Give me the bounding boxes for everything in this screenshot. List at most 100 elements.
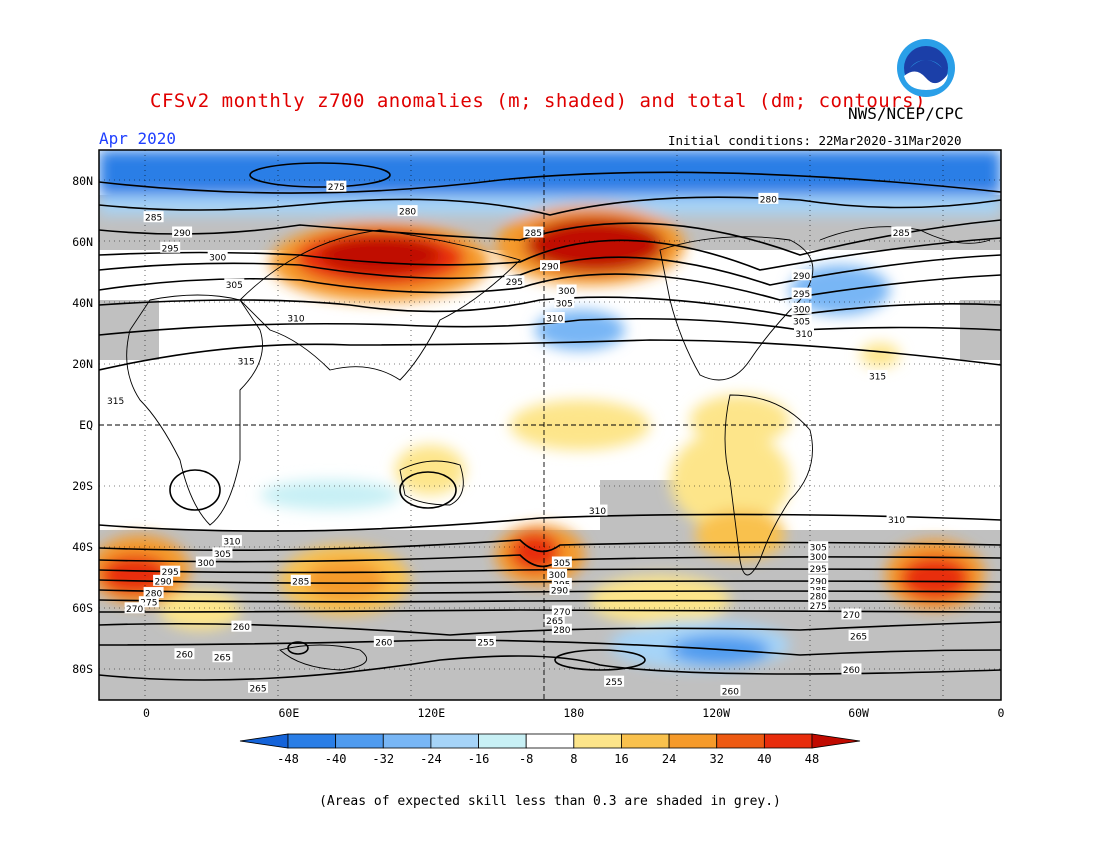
svg-text:260: 260 [722,687,739,697]
agency-label: NWS/NCEP/CPC [848,104,964,123]
svg-text:285: 285 [145,214,162,224]
svg-text:290: 290 [793,272,810,282]
svg-text:295: 295 [793,290,810,300]
svg-text:300: 300 [558,287,575,297]
contour-label: 270 [551,605,572,618]
svg-text:285: 285 [893,229,910,239]
svg-text:280: 280 [553,626,570,636]
svg-text:275: 275 [810,602,827,612]
contour-label: 265 [544,614,565,627]
svg-text:265: 265 [546,617,563,627]
contour-label: 270 [841,608,862,621]
contour-label: 310 [886,513,907,526]
svg-text:255: 255 [477,638,494,648]
contour-label: 280 [397,205,418,218]
lon-tick-label: 0 [997,706,1005,720]
svg-text:265: 265 [249,684,266,694]
contour-label: 280 [551,623,572,636]
contour-label: 315 [236,354,257,367]
contour-label: 290 [808,574,829,587]
contour-label: 290 [549,584,570,597]
contour-label: 310 [286,312,307,325]
colorbar-tick-label: -8 [518,752,534,766]
contour-label: 305 [551,556,572,569]
lat-tick-label: 40S [72,540,93,555]
colorbar-cell [525,733,575,749]
svg-text:300: 300 [197,559,214,569]
contour-label: 300 [791,302,812,315]
contour-label: 280 [143,587,164,600]
contour-label: 290 [153,574,174,587]
lat-tick-label: 80N [72,173,93,188]
colorbar-tick-label: -40 [324,752,347,766]
lat-tick-label: 40N [72,295,93,310]
colorbar-tick-label: 24 [661,752,677,766]
colorbar-tick-label: -48 [277,752,299,766]
contour-label: 285 [143,211,164,224]
contour-label: 280 [808,590,829,603]
lat-tick-label: 60N [72,234,93,249]
colorbar-cell [573,733,622,749]
svg-text:290: 290 [154,577,171,587]
colorbar-cell [621,733,670,749]
lat-tick-label: 60S [72,601,93,616]
svg-text:280: 280 [399,208,416,218]
svg-text:315: 315 [869,373,886,383]
lon-tick-label: 180 [563,706,585,720]
svg-text:270: 270 [553,608,570,618]
map-title: CFSv2 monthly z700 anomalies (m; shaded)… [150,90,927,112]
lat-tick-label: 80S [72,662,93,677]
svg-text:290: 290 [810,577,827,587]
colorbar-tick-label: 8 [570,752,578,766]
contour-label: 305 [554,296,575,309]
contour-label: 310 [587,504,608,517]
contour-label: 260 [373,635,394,648]
colorbar-tick-label: -16 [467,752,490,766]
colorbar-cell [668,733,718,749]
contour-label: 265 [848,629,869,642]
svg-text:265: 265 [850,632,867,642]
svg-text:280: 280 [145,590,162,600]
svg-text:310: 310 [589,507,606,517]
contour-label: 275 [138,596,159,609]
colorbar-cell [382,733,432,749]
colorbar-cell [287,733,337,749]
svg-text:265: 265 [214,654,231,664]
svg-text:300: 300 [793,305,810,315]
contour-label: 275 [326,180,347,193]
contour-label: 270 [124,602,145,615]
svg-text:275: 275 [140,599,157,609]
colorbar-cell [763,733,813,749]
svg-text:280: 280 [760,195,777,205]
lon-tick-label: 0 [143,706,150,720]
contour-label: 295 [504,275,525,288]
contour-label: 265 [212,651,233,664]
colorbar-tick-label: 16 [614,752,629,766]
initial-conditions: Initial conditions: 22Mar2020-31Mar2020 [668,133,962,148]
svg-text:260: 260 [233,623,250,633]
colorbar-cell [335,733,384,749]
svg-text:275: 275 [328,183,345,193]
svg-text:300: 300 [810,553,827,563]
svg-text:270: 270 [126,605,143,615]
contour-label: 260 [720,684,741,697]
lat-tick-label: EQ [79,418,93,432]
svg-text:310: 310 [546,315,563,325]
contour-label: 295 [791,287,812,300]
contour-label: 285 [891,226,912,239]
colorbar-tick-label: -32 [372,752,395,766]
contour-label: 260 [174,648,195,661]
svg-text:290: 290 [551,587,568,597]
svg-text:295: 295 [162,568,179,578]
contour-label: 295 [808,562,829,575]
contour-label: 255 [604,675,625,688]
colorbar-tick-label: -24 [420,752,442,766]
colorbar-tick-label: 40 [757,752,772,766]
colorbar-cell [478,733,527,749]
svg-text:295: 295 [162,244,179,254]
contour-label: 300 [547,568,568,581]
contour-label: 300 [207,250,228,263]
colorbar-tick-label: 32 [709,752,724,766]
lon-tick-label: 120E [417,706,446,720]
